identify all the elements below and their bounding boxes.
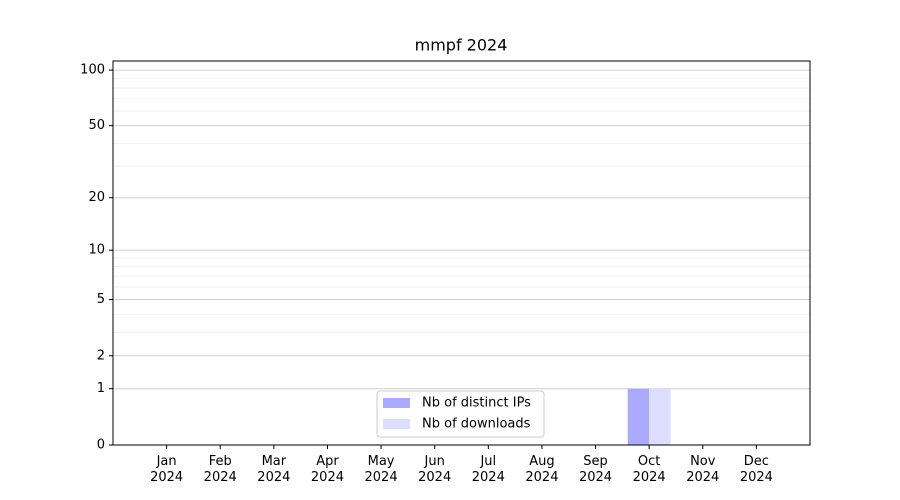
- x-tick-label: Feb 2024: [204, 454, 237, 485]
- y-tick-label: 20: [88, 190, 105, 205]
- legend-swatch: [383, 398, 410, 408]
- y-tick-label: 0: [97, 438, 105, 453]
- plot-frame: [112, 60, 811, 446]
- legend-label: Nb of distinct IPs: [422, 396, 531, 411]
- x-tick-label: Jul 2024: [472, 454, 505, 485]
- y-tick-label: 100: [80, 63, 105, 78]
- chart-title: mmpf 2024: [415, 36, 508, 55]
- legend-box: [376, 390, 545, 438]
- x-tick-label: Jan 2024: [150, 454, 183, 485]
- x-tick-label: Apr 2024: [311, 454, 344, 485]
- y-tick-label: 2: [97, 348, 105, 363]
- x-tick-label: Jun 2024: [418, 454, 451, 485]
- y-tick-label: 5: [97, 292, 105, 307]
- y-tick-label: 50: [88, 118, 105, 133]
- legend-swatch: [383, 419, 410, 429]
- y-tick-label: 10: [88, 243, 105, 258]
- bar: [627, 388, 650, 445]
- x-tick-label: May 2024: [365, 454, 398, 485]
- bar: [649, 388, 671, 445]
- x-tick-label: Sep 2024: [579, 454, 612, 485]
- x-tick-label: Dec 2024: [740, 454, 773, 485]
- legend: Nb of distinct IPs Nb of downloads: [376, 390, 545, 438]
- x-tick-label: Oct 2024: [633, 454, 666, 485]
- x-tick-label: Nov 2024: [686, 454, 719, 485]
- legend-label: Nb of downloads: [422, 417, 531, 432]
- x-tick-label: Mar 2024: [257, 454, 290, 485]
- y-tick-label: 1: [97, 381, 105, 396]
- x-tick-label: Aug 2024: [525, 454, 558, 485]
